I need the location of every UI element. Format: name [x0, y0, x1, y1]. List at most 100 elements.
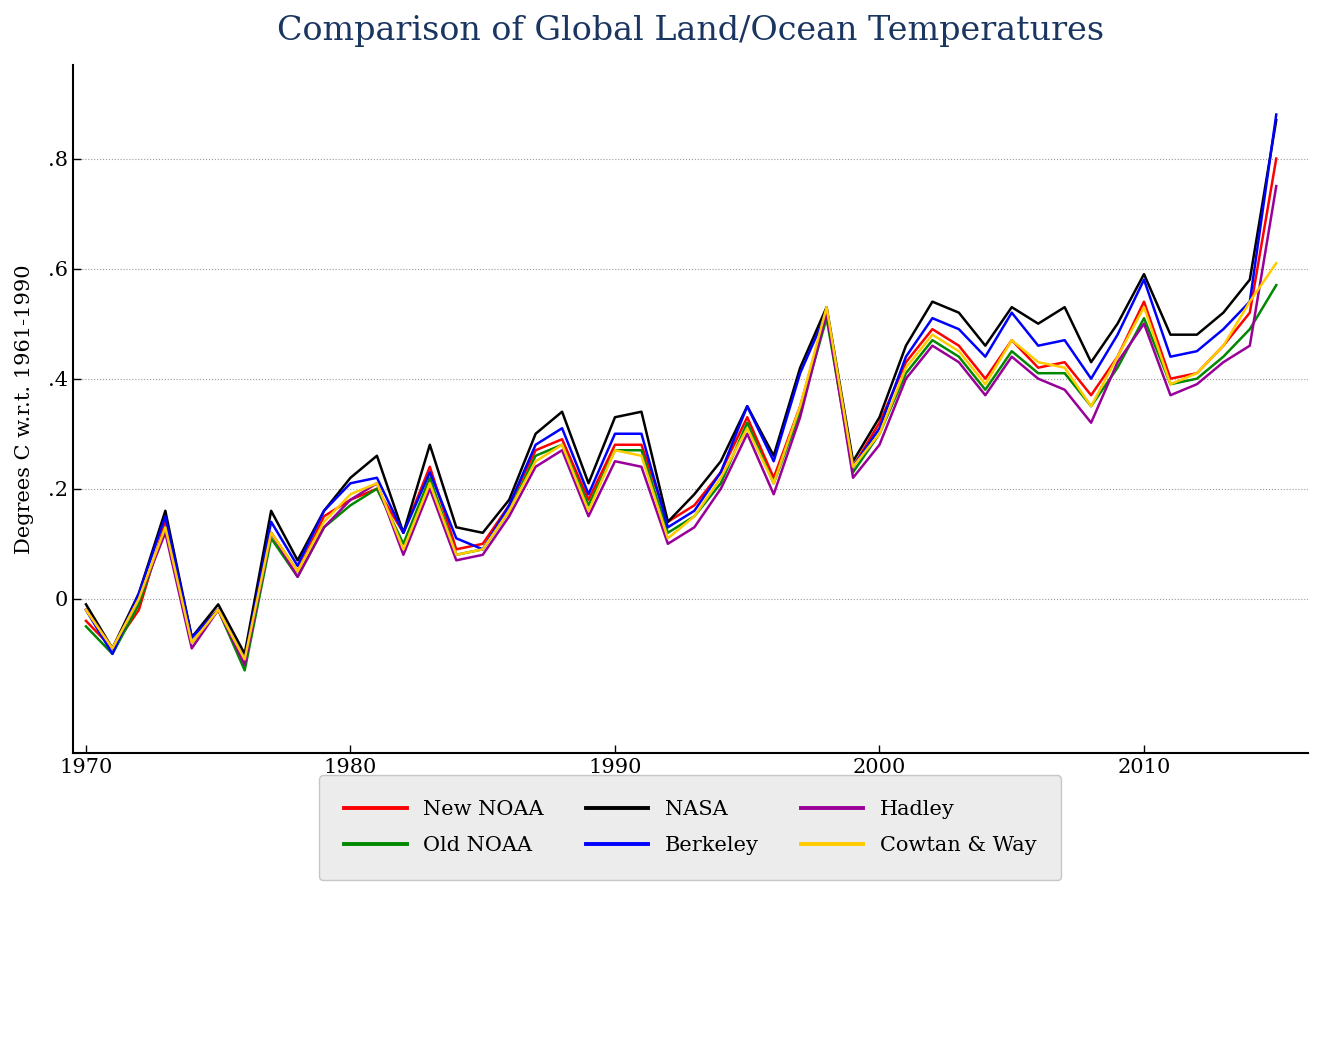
Berkeley: [713, 466, 729, 478]
New NOAA: [845, 460, 861, 473]
Cowtan & Way: [396, 543, 411, 555]
Cowtan & Way: [713, 472, 729, 485]
Line: Old NOAA: Old NOAA: [86, 286, 1277, 671]
Berkeley: [740, 400, 755, 413]
Legend: New NOAA, Old NOAA, NASA, Berkeley, Hadley, Cowtan & Way: New NOAA, Old NOAA, NASA, Berkeley, Hadl…: [319, 776, 1061, 880]
NASA: [792, 362, 808, 375]
Hadley: [316, 521, 332, 533]
Cowtan & Way: [1242, 295, 1258, 308]
NASA: [1057, 300, 1073, 313]
Hadley: [554, 444, 570, 457]
Old NOAA: [819, 312, 835, 325]
Old NOAA: [1004, 345, 1020, 358]
NASA: [237, 647, 253, 660]
NASA: [845, 455, 861, 468]
Hadley: [210, 603, 226, 616]
New NOAA: [290, 565, 306, 578]
NASA: [634, 405, 650, 418]
New NOAA: [554, 433, 570, 445]
Cowtan & Way: [290, 565, 306, 578]
NASA: [396, 527, 411, 540]
Berkeley: [396, 527, 411, 540]
New NOAA: [607, 438, 623, 451]
New NOAA: [581, 493, 597, 506]
Cowtan & Way: [792, 400, 808, 413]
New NOAA: [369, 482, 385, 495]
NASA: [475, 527, 491, 540]
Hadley: [581, 510, 597, 523]
Cowtan & Way: [1004, 334, 1020, 347]
NASA: [422, 438, 438, 451]
Old NOAA: [1216, 350, 1232, 363]
Hadley: [740, 427, 755, 440]
Berkeley: [184, 631, 200, 643]
Hadley: [766, 488, 782, 500]
Old NOAA: [422, 472, 438, 485]
New NOAA: [978, 372, 994, 385]
Berkeley: [1084, 372, 1099, 385]
Cowtan & Way: [237, 653, 253, 665]
NASA: [448, 521, 464, 533]
NASA: [925, 295, 941, 308]
Berkeley: [448, 532, 464, 545]
Berkeley: [687, 505, 703, 517]
NASA: [713, 455, 729, 468]
Old NOAA: [554, 438, 570, 451]
Cowtan & Way: [210, 603, 226, 616]
Old NOAA: [845, 466, 861, 478]
Cowtan & Way: [687, 510, 703, 523]
Berkeley: [1242, 295, 1258, 308]
Old NOAA: [898, 367, 914, 380]
New NOAA: [501, 499, 517, 512]
NASA: [369, 450, 385, 462]
NASA: [316, 505, 332, 517]
New NOAA: [263, 527, 279, 540]
Berkeley: [105, 647, 120, 660]
New NOAA: [1057, 355, 1073, 368]
Old NOAA: [448, 548, 464, 561]
New NOAA: [78, 615, 94, 627]
Hadley: [343, 493, 359, 506]
Y-axis label: Degrees C w.r.t. 1961-1990: Degrees C w.r.t. 1961-1990: [15, 264, 34, 553]
Berkeley: [898, 350, 914, 363]
NASA: [872, 411, 888, 423]
Old NOAA: [1189, 372, 1205, 385]
New NOAA: [528, 444, 544, 457]
New NOAA: [396, 527, 411, 540]
Berkeley: [1163, 350, 1179, 363]
Berkeley: [845, 460, 861, 473]
Old NOAA: [157, 521, 173, 533]
Berkeley: [1216, 323, 1232, 335]
Hadley: [951, 355, 967, 368]
Old NOAA: [766, 477, 782, 490]
Cowtan & Way: [263, 527, 279, 540]
Old NOAA: [925, 334, 941, 347]
NASA: [1136, 268, 1152, 280]
Cowtan & Way: [951, 345, 967, 358]
New NOAA: [1189, 367, 1205, 380]
Hadley: [1110, 355, 1126, 368]
Cowtan & Way: [528, 455, 544, 468]
Cowtan & Way: [316, 515, 332, 528]
New NOAA: [1163, 372, 1179, 385]
Old NOAA: [687, 510, 703, 523]
New NOAA: [713, 466, 729, 478]
New NOAA: [184, 631, 200, 643]
Old NOAA: [872, 427, 888, 440]
NASA: [78, 598, 94, 610]
NASA: [1031, 317, 1046, 330]
NASA: [131, 587, 147, 600]
Line: Hadley: Hadley: [86, 186, 1277, 664]
Cowtan & Way: [1216, 340, 1232, 352]
New NOAA: [1031, 362, 1046, 375]
Old NOAA: [1057, 367, 1073, 380]
NASA: [343, 472, 359, 485]
Old NOAA: [1110, 362, 1126, 375]
Line: Berkeley: Berkeley: [86, 114, 1277, 659]
Cowtan & Way: [1189, 367, 1205, 380]
Berkeley: [210, 603, 226, 616]
NASA: [1242, 273, 1258, 286]
Line: Cowtan & Way: Cowtan & Way: [86, 263, 1277, 659]
NASA: [819, 300, 835, 313]
Hadley: [184, 642, 200, 655]
